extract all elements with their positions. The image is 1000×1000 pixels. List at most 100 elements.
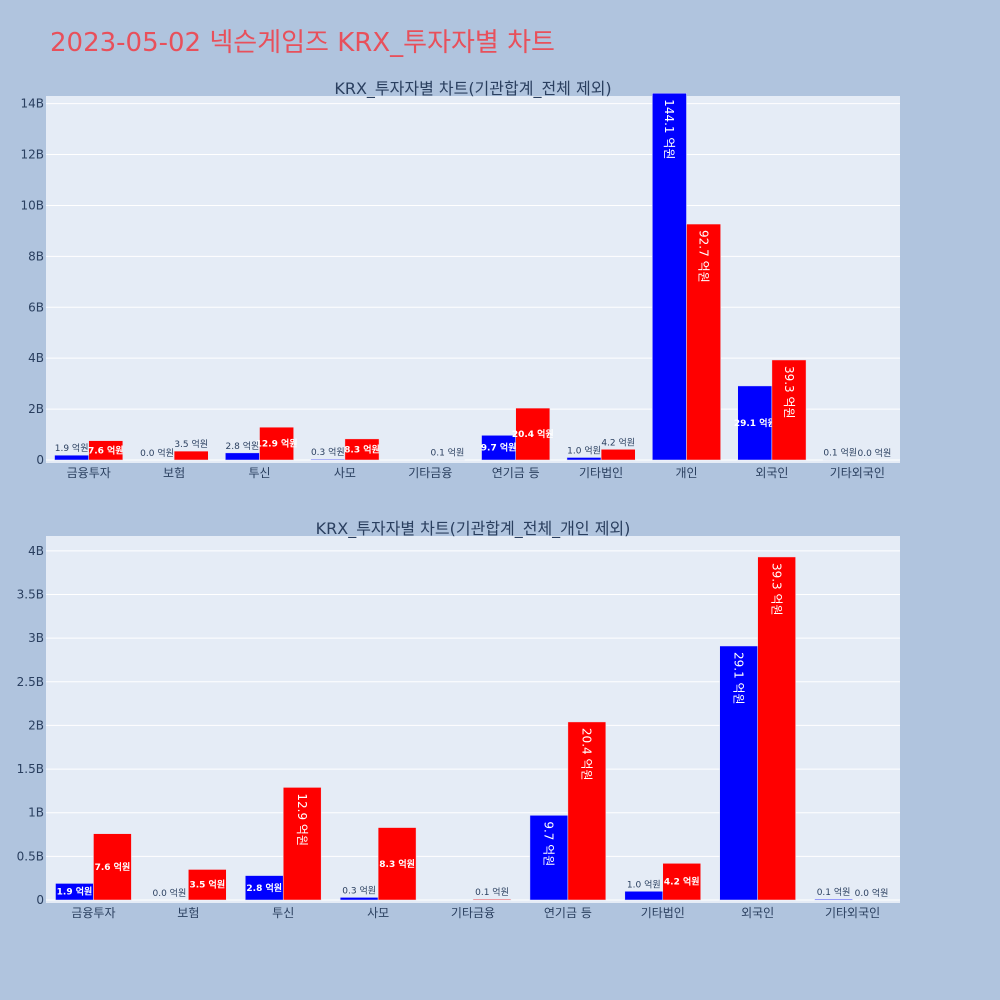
y-tick-label: 3B	[28, 631, 44, 645]
bar-data-label: 39.3 억원	[782, 366, 796, 419]
bar	[652, 92, 687, 461]
x-tick-label: 투신	[272, 906, 294, 920]
bar-data-label: 20.4 억원	[580, 728, 594, 781]
y-tick-label: 0	[36, 453, 44, 467]
x-tick-label: 기타금융	[408, 466, 452, 480]
x-tick-label: 금융투자	[71, 906, 115, 920]
bar	[566, 457, 602, 461]
bar	[93, 833, 132, 901]
chart-top: 0 2B 4B 6B 8B 10B 12B 14B KRX_투자자별 차트(기관합계_전체 제외…	[20, 79, 900, 480]
bar	[188, 869, 227, 901]
x-tick-label: 개인	[675, 466, 697, 480]
bar-data-label: 12.9 억원	[256, 438, 298, 450]
subplot-title: KRX_투자자별 차트(기관합계_전체_개인 제외)	[316, 519, 631, 539]
x-tick-label: 금융투자	[67, 466, 111, 480]
bar-data-label: 1.9 억원	[57, 886, 93, 898]
bar	[54, 454, 89, 461]
bar	[339, 897, 379, 901]
y-tick-label: 4B	[28, 544, 44, 558]
bar-data-label: 29.1 억원	[731, 652, 745, 705]
bar	[481, 435, 516, 461]
bar-data-label: 9.7 억원	[542, 821, 556, 866]
y-tick-label: 2.5B	[17, 675, 44, 689]
bar-data-label: 4.2 억원	[601, 436, 635, 448]
bar	[245, 875, 284, 901]
x-tick-label: 외국인	[755, 466, 788, 480]
bar	[173, 450, 209, 461]
bar-data-label: 0.0 억원	[140, 447, 174, 459]
bar	[377, 827, 417, 901]
y-tick-label: 3.5B	[17, 587, 44, 601]
y-tick-label: 6B	[28, 300, 44, 314]
bar	[662, 863, 701, 901]
x-tick-label: 투신	[248, 466, 270, 480]
bar-data-label: 0.1 억원	[817, 886, 851, 898]
bar	[771, 359, 807, 461]
bar	[600, 449, 636, 461]
x-tick-label: 기타법인	[641, 906, 685, 920]
bar-data-label: 2.8 억원	[226, 440, 260, 452]
x-tick-label: 사모	[334, 466, 356, 480]
bar-data-label: 8.3 억원	[379, 858, 415, 870]
y-tick-label: 8B	[28, 249, 44, 263]
chart-bottom: 0 0.5B 1B 1.5B 2B 2.5B 3B 3.5B 4B KRX_투자자별 차트(기관합…	[17, 519, 900, 920]
bar-data-label: 0.3 억원	[342, 884, 376, 896]
x-tick-label: 연기금 등	[492, 466, 540, 480]
bar-data-label: 0.0 억원	[152, 887, 186, 899]
y-tick-label: 0	[36, 893, 44, 907]
bar-data-label: 7.6 억원	[95, 861, 131, 873]
bar-data-label: 12.9 억원	[295, 793, 309, 846]
y-tick-label: 10B	[20, 198, 44, 212]
bar	[344, 438, 380, 461]
y-tick-label: 1B	[28, 806, 44, 820]
x-tick-label: 보험	[177, 906, 199, 920]
x-tick-label: 기타외국인	[825, 906, 880, 920]
y-tick-label: 14B	[20, 97, 44, 111]
bar-data-label: 9.7 억원	[481, 442, 517, 454]
bar	[282, 787, 322, 901]
bar-data-label: 144.1 억원	[662, 99, 676, 159]
x-tick-label: 기타법인	[579, 466, 623, 480]
bar	[757, 556, 796, 901]
bar-data-label: 0.3 억원	[311, 446, 345, 458]
bar-data-label: 1.0 억원	[627, 878, 661, 890]
bar-data-label: 92.7 억원	[696, 230, 710, 283]
bar-data-label: 7.6 억원	[88, 444, 124, 456]
bar-data-label: 20.4 억원	[512, 428, 554, 440]
page-title: 2023-05-02 넥슨게임즈 KRX_투자자별 차트	[50, 28, 555, 58]
bar-data-label: 8.3 억원	[344, 443, 380, 455]
bar-data-label: 4.2 억원	[664, 876, 700, 888]
bar	[88, 440, 124, 461]
bar-data-label: 29.1 억원	[734, 417, 776, 429]
x-tick-label: 외국인	[741, 906, 774, 920]
bar-data-label: 0.1 억원	[431, 447, 465, 459]
bar-data-label: 0.0 억원	[858, 447, 892, 459]
bar	[814, 898, 853, 901]
y-tick-label: 1.5B	[17, 762, 44, 776]
bar	[686, 223, 721, 461]
bar-data-label: 2.8 억원	[246, 882, 282, 894]
bar-data-label: 0.1 억원	[475, 886, 509, 898]
bar-data-label: 39.3 억원	[769, 563, 783, 616]
bar	[737, 385, 773, 461]
bar	[225, 452, 260, 461]
y-tick-label: 2B	[28, 718, 44, 732]
bar	[310, 458, 346, 461]
bar	[515, 407, 551, 461]
subplot-title: KRX_투자자별 차트(기관합계_전체 제외)	[334, 79, 611, 99]
bar	[472, 898, 512, 901]
y-tick-label: 12B	[20, 148, 44, 162]
y-tick-label: 4B	[28, 351, 44, 365]
x-tick-label: 기타금융	[451, 906, 495, 920]
bar	[624, 891, 664, 901]
x-tick-label: 보험	[163, 466, 185, 480]
y-tick-label: 2B	[28, 402, 44, 416]
bar-data-label: 3.5 억원	[189, 879, 225, 891]
bar	[567, 721, 607, 901]
x-tick-label: 사모	[367, 906, 389, 920]
bar-data-label: 0.0 억원	[855, 887, 889, 899]
bar-data-label: 3.5 억원	[174, 438, 208, 450]
bar-data-label: 0.1 억원	[823, 447, 857, 459]
x-tick-label: 연기금 등	[544, 906, 592, 920]
bar-data-label: 1.0 억원	[567, 444, 601, 456]
